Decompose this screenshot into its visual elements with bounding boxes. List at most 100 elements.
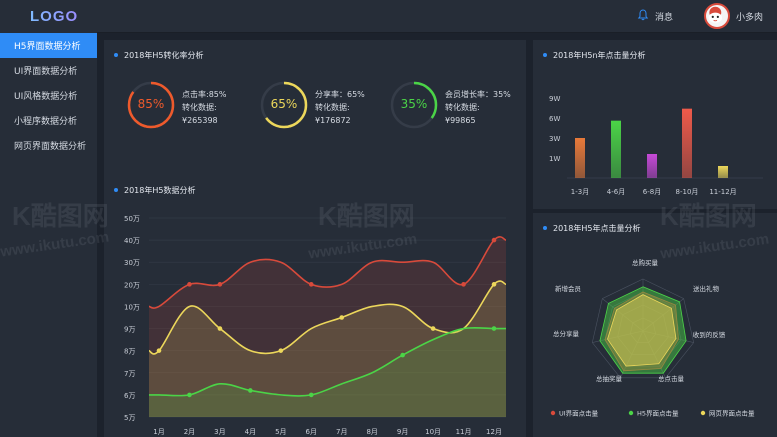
radar-axis-label: 总购买量 — [632, 258, 659, 267]
x-tick-label: 8-10月 — [676, 188, 699, 196]
logo: LOGO — [0, 0, 97, 33]
kpi-amount-member: ¥99865 — [445, 116, 476, 125]
radar-axis — [642, 298, 684, 332]
y-tick-label: 6W — [549, 115, 560, 123]
x-tick-label: 2月 — [184, 428, 195, 436]
y-tick-label: 7万 — [124, 370, 135, 378]
nav-item-ui[interactable]: UI界面数据分析 — [14, 67, 78, 77]
legend-label: 网页界面点击量 — [709, 409, 755, 418]
bar-panel: 2018年H5n年点击量分析 1W 3W 6W 9W 1-3月 4-6月 6-8月 8-10月… — [533, 40, 777, 209]
kpi-rate-share: 分享率：65% — [315, 90, 365, 99]
radar-axis-label: 新增会员 — [555, 284, 582, 293]
legend-dot — [550, 410, 556, 416]
x-tick-label: 7月 — [336, 428, 347, 436]
y-tick-label: 6万 — [124, 392, 135, 400]
legend-dot — [700, 410, 706, 416]
y-tick-label: 9W — [549, 95, 560, 103]
data-point — [491, 237, 497, 243]
nav-item-mini-program[interactable]: 小程序数据分析 — [14, 117, 78, 127]
y-tick-label: 8万 — [124, 348, 135, 356]
data-point — [491, 282, 497, 287]
radar-chart-title: 2018年H5年点击量分析 — [543, 223, 640, 234]
nav-item-web[interactable]: 网页界面数据分析 — [14, 142, 87, 152]
data-point — [217, 326, 223, 331]
radar-axis — [592, 330, 644, 343]
series-line — [148, 280, 507, 355]
nav-item-h5[interactable]: H5界面数据分析 — [0, 33, 97, 58]
y-tick-label: 10万 — [124, 303, 140, 311]
kpi-sub-share: 转化数据: — [315, 103, 350, 112]
conversion-title: 2018年H5转化率分析 — [114, 50, 203, 61]
data-point — [308, 392, 314, 398]
radar-series — [607, 294, 677, 367]
kpi-percent-share: 65% — [270, 97, 298, 111]
x-tick-label: 10月 — [425, 428, 441, 436]
nav-item-ui-style[interactable]: UI风格数据分析 — [14, 92, 78, 102]
x-tick-label: 11-12月 — [709, 188, 736, 196]
legend-label: H5界面点击量 — [637, 409, 679, 418]
y-tick-label: 30万 — [124, 259, 140, 267]
data-point — [187, 282, 192, 287]
top-header: 消息 小多肉 — [97, 0, 777, 33]
data-point — [491, 326, 497, 331]
y-tick-label: 9万 — [124, 326, 135, 334]
radar-grid — [617, 304, 669, 355]
data-point — [278, 348, 284, 353]
x-tick-label: 12月 — [486, 428, 502, 436]
radar-axis — [642, 330, 694, 343]
kpi-sub-click: 转化数据: — [182, 103, 217, 112]
bar-chart-title: 2018年H5n年点击量分析 — [543, 50, 646, 61]
radar-axis-label: 总分享量 — [553, 329, 580, 338]
kpi-amount-click: ¥265398 — [182, 116, 218, 125]
data-point — [248, 388, 253, 393]
h5-area-chart: 5万 6万 7万 8万 9万 10万 20万 30万 40万 50万 1月 2月 3月 4月 5月 6月 7月 8… — [124, 215, 507, 436]
y-tick-label: 3W — [549, 135, 560, 143]
x-tick-label: 5月 — [275, 428, 286, 436]
kpi-ring-member — [390, 81, 438, 129]
radar-series — [599, 286, 687, 374]
h5-bar-chart: 1W 3W 6W 9W 1-3月 4-6月 6-8月 8-10月 11-12月 — [549, 95, 763, 196]
x-tick-label: 4-6月 — [607, 188, 625, 196]
avatar[interactable] — [704, 3, 730, 29]
kpi-rate-click: 点击率:85% — [182, 90, 227, 99]
radar-grid — [591, 278, 695, 379]
radar-series — [604, 291, 679, 372]
bar — [575, 138, 585, 178]
bar — [611, 120, 621, 178]
kpi-rate-member: 会员增长率：35% — [445, 90, 511, 99]
kpi-amount-share: ¥176872 — [315, 116, 351, 125]
x-tick-label: 9月 — [397, 428, 408, 436]
bar — [682, 108, 692, 178]
y-tick-label: 1W — [549, 155, 560, 163]
x-tick-label: 1-3月 — [571, 188, 589, 196]
radar-axis-label: 送出礼物 — [693, 284, 720, 293]
radar-axis — [602, 298, 644, 332]
kpi-text-click: 点击率:85% 转化数据: ¥265398 — [182, 88, 226, 127]
legend-dot — [628, 410, 634, 416]
message-link[interactable]: 消息 — [655, 13, 674, 23]
x-tick-label: 11月 — [456, 428, 472, 436]
username[interactable]: 小多肉 — [736, 13, 764, 23]
bell-icon[interactable] — [637, 9, 649, 21]
bar — [718, 166, 728, 178]
kpi-percent-member: 35% — [400, 97, 428, 111]
radar-grid — [604, 291, 682, 367]
kpi-sub-member: 转化数据: — [445, 103, 480, 112]
radar-axis-label: 总点击量 — [658, 374, 685, 383]
kpi-ring-share — [260, 81, 308, 129]
data-point — [187, 392, 192, 398]
radar-grid — [630, 317, 656, 344]
h5-chart-title: 2018年H5数据分析 — [114, 185, 195, 196]
y-tick-label: 50万 — [124, 215, 140, 223]
x-tick-label: 8月 — [366, 428, 377, 436]
kpi-text-member: 会员增长率：35% 转化数据: ¥99865 — [445, 88, 511, 127]
y-tick-label: 40万 — [124, 237, 140, 245]
data-point — [156, 348, 162, 353]
sidebar: LOGO H5界面数据分析 UI界面数据分析 UI风格数据分析 小程序数据分析 … — [0, 0, 97, 437]
x-tick-label: 3月 — [214, 428, 225, 436]
radar-axis-label: 总抽奖量 — [596, 374, 623, 383]
radar-panel: 2018年H5年点击量分析 总购买量 送出礼物 收到的反馈 总点击量 总抽奖量 总分享量 新… — [533, 213, 777, 437]
area-fill — [149, 327, 506, 417]
legend-label: UI界面点击量 — [559, 409, 599, 418]
